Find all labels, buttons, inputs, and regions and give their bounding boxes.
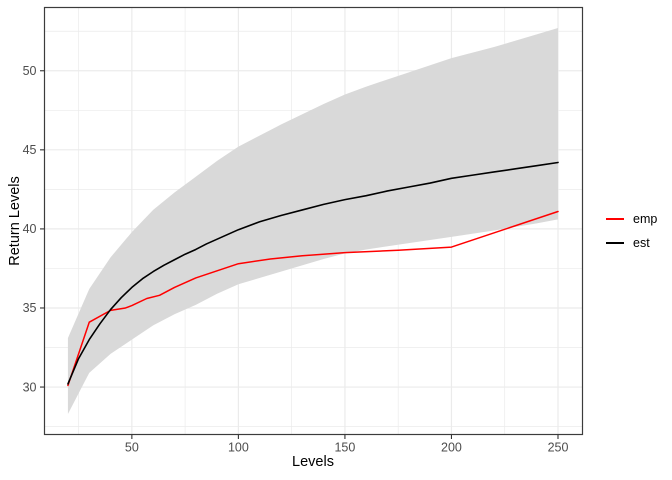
x-tick-label: 200	[441, 441, 462, 455]
y-tick-label: 30	[23, 380, 37, 394]
x-axis-title: Levels	[292, 454, 334, 470]
y-tick-label: 50	[23, 64, 37, 78]
emp-line	[67, 210, 559, 387]
est-line	[67, 161, 559, 385]
panel-border	[43, 6, 584, 436]
confidence-band	[67, 28, 558, 414]
legend-label-est: est	[633, 236, 650, 250]
x-tick-label: 250	[548, 441, 569, 455]
legend-item-emp: emp	[606, 212, 657, 226]
x-tick-label: 150	[334, 441, 355, 455]
y-tick-label: 35	[23, 301, 37, 315]
emp-line-key-icon	[606, 218, 624, 220]
legend-item-est: est	[606, 236, 657, 250]
y-tick-label: 40	[23, 222, 37, 236]
x-tick-label: 100	[228, 441, 249, 455]
est-line-key-icon	[606, 242, 624, 244]
legend: emp est	[606, 212, 657, 250]
y-tick-label: 45	[23, 143, 37, 157]
legend-label-emp: emp	[633, 212, 658, 226]
y-axis-title: Return Levels	[6, 176, 23, 266]
x-tick-label: 50	[125, 441, 139, 455]
